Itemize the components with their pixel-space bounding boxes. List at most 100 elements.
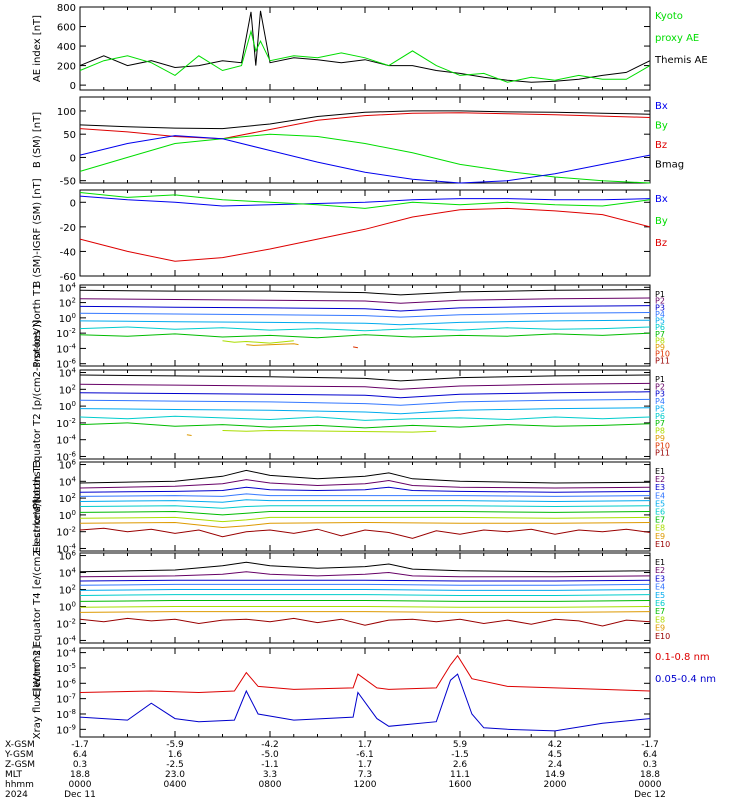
legend-entry: P2 (655, 382, 665, 391)
orbit-value: -2.5 (166, 760, 184, 770)
legend-entry: P11 (655, 449, 670, 458)
y-tick-label: -40 (60, 247, 76, 258)
y-axis-label: B (SM)-IGRF (SM) [nT] (32, 178, 43, 287)
orbit-value: 1600 (449, 780, 472, 790)
orbit-value: -5.0 (261, 750, 279, 760)
y-tick-label: 10-5 (56, 662, 76, 675)
orbit-value: -1.7 (71, 740, 89, 750)
orbit-row-label: MLT (5, 770, 23, 780)
series-line-Bx (79, 135, 651, 184)
y-tick-label: 106 (59, 459, 77, 472)
legend-entry: Bx (655, 194, 668, 205)
orbit-value: 1200 (354, 780, 377, 790)
legend-entry: E5 (655, 591, 665, 600)
legend-entry: proxy AE (655, 33, 699, 44)
legend-entry: E6 (655, 599, 665, 608)
legend-entry: E6 (655, 508, 665, 517)
orbit-value: 1.6 (168, 750, 183, 760)
legend-entry: E1 (655, 467, 665, 476)
orbit-value: -1.1 (261, 760, 279, 770)
legend-entry: E8 (655, 524, 665, 533)
series-line-E8 (79, 516, 651, 523)
y-axis-label: Electrons Equator T4 [e/(cm2-s-sr-keV)] (32, 499, 43, 696)
legend-entry: P11 (655, 356, 670, 365)
panel-frame (79, 6, 651, 91)
y-tick-label: 10-4 (56, 342, 76, 355)
y-tick-label: 0 (70, 198, 76, 209)
panel-bsm: -50 0 50 100 B (SM) [nT] Bx By Bz Bmag (32, 96, 684, 188)
y-tick-label: 10-4 (56, 434, 76, 447)
orbit-value: -1.7 (641, 740, 659, 750)
y-tick-label: 10-2 (56, 327, 76, 340)
series-line-P5 (79, 319, 651, 326)
series-line-Themis AE (79, 10, 651, 83)
y-tick-label: 100 (59, 400, 76, 413)
y-tick-label: 0 (70, 153, 76, 164)
y-tick-label: 0 (70, 81, 76, 92)
legend-entry: E7 (655, 516, 665, 525)
legend-entry: By (655, 216, 668, 227)
series-line-E2 (79, 479, 651, 489)
orbit-value: 6.4 (73, 750, 88, 760)
panel-frame (79, 284, 651, 367)
y-tick-label: 102 (59, 492, 76, 505)
y-tick-label: 10-2 (56, 417, 76, 430)
panel-ee: 10-4 10-2 100 102 104 106 Electrons Equator T4… (32, 499, 670, 696)
orbit-value: Dec 11 (64, 790, 96, 800)
y-tick-label: 106 (59, 550, 77, 563)
orbit-value: -6.1 (356, 750, 374, 760)
orbit-row-label: Y-GSM (4, 750, 33, 760)
legend-entry: E3 (655, 483, 665, 492)
legend-entry: Kyoto (655, 11, 683, 22)
orbit-value: 0.3 (643, 760, 657, 770)
series-line-E7 (79, 600, 651, 602)
legend-entry: P1 (655, 290, 665, 299)
legend-entry: Bmag (655, 160, 684, 171)
orbit-value: 2.4 (548, 760, 563, 770)
orbit-value: 4.5 (548, 750, 562, 760)
orbit-row-label: Z-GSM (5, 760, 35, 770)
orbit-value: 18.8 (70, 770, 90, 780)
legend-entry: P6 (655, 412, 665, 421)
orbit-value: 2000 (544, 780, 567, 790)
legend-entry: By (655, 121, 668, 132)
series-line-P6 (79, 326, 651, 332)
y-tick-label: 102 (59, 297, 76, 310)
series-line-E6 (79, 505, 651, 509)
panel-en: 10-4 10-2 100 102 104 106 Electrons North T3 E1… (32, 459, 670, 556)
series-line-E5 (79, 589, 651, 591)
y-tick-label: 104 (59, 475, 77, 488)
legend-entry: P4 (655, 310, 665, 319)
legend-entry: P9 (655, 343, 665, 352)
orbit-value: 23.0 (165, 770, 185, 780)
legend-entry: P7 (655, 330, 665, 339)
y-tick-label: 10-9 (56, 723, 76, 736)
series-line-0.1-0.8 nm (79, 654, 651, 694)
y-axis-label: Protons North T1 (32, 283, 43, 367)
series-line-P8 (222, 340, 294, 344)
series-line-E3 (79, 486, 651, 493)
series-line-P8 (222, 429, 437, 433)
orbit-value: 0800 (259, 780, 282, 790)
y-tick-label: 100 (59, 600, 76, 613)
legend-entry: P8 (655, 336, 665, 345)
y-tick-label: 100 (59, 509, 76, 522)
orbit-value: 0.3 (73, 760, 87, 770)
y-tick-label: 100 (59, 312, 76, 325)
orbit-value: 1.7 (358, 740, 372, 750)
legend-entry: P6 (655, 323, 665, 332)
legend-entry: P3 (655, 390, 665, 399)
y-tick-label: 10-4 (56, 542, 76, 555)
y-tick-label: 10-2 (56, 526, 76, 539)
orbit-value: 18.8 (640, 770, 660, 780)
series-line-Bz (79, 207, 651, 262)
legend-entry: E7 (655, 607, 665, 616)
series-line-P5 (79, 407, 651, 415)
legend-entry: 0.1-0.8 nm (655, 652, 710, 663)
panel-frame (79, 96, 651, 184)
y-axis-label: B (SM) [nT] (32, 112, 43, 168)
orbit-table: X-GSM -1.7 -5.9 -4.2 1.7 5.9 4.2 -1.7 Y-GSM 6.4 1.… (4, 740, 666, 800)
series-line-P1 (79, 289, 651, 296)
orbit-value: 0400 (164, 780, 187, 790)
